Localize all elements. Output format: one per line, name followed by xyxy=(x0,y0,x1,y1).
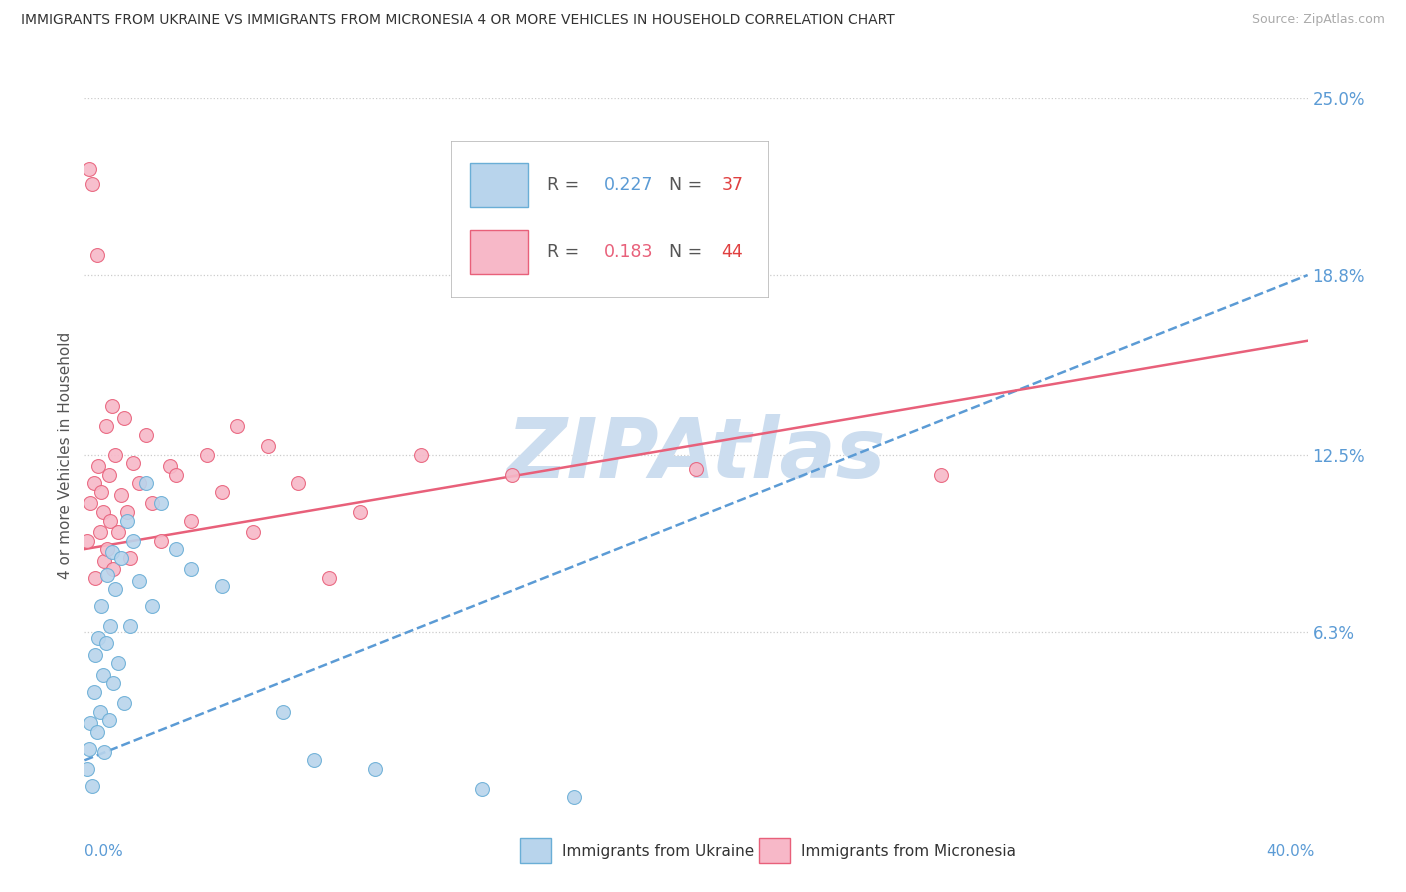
Point xyxy=(97,467,120,482)
Point xyxy=(89,524,111,539)
Point xyxy=(107,657,129,671)
Point xyxy=(128,574,150,588)
Point xyxy=(141,599,163,614)
Point xyxy=(77,162,100,177)
Point xyxy=(103,676,125,690)
Text: Immigrants from Micronesia: Immigrants from Micronesia xyxy=(801,845,1017,859)
Point xyxy=(79,716,101,731)
Point xyxy=(76,762,98,776)
Point xyxy=(318,571,340,585)
Point xyxy=(271,705,294,719)
Point xyxy=(287,476,309,491)
Point xyxy=(112,696,135,710)
Text: 0.0%: 0.0% xyxy=(84,845,124,859)
Point xyxy=(86,724,108,739)
Point xyxy=(101,545,124,559)
Point xyxy=(90,485,112,500)
Point xyxy=(122,533,145,548)
Point xyxy=(83,476,105,491)
Point xyxy=(104,448,127,462)
Point xyxy=(93,553,115,567)
Point xyxy=(349,505,371,519)
Point xyxy=(79,496,101,510)
Point xyxy=(257,439,280,453)
Text: IMMIGRANTS FROM UKRAINE VS IMMIGRANTS FROM MICRONESIA 4 OR MORE VEHICLES IN HOUS: IMMIGRANTS FROM UKRAINE VS IMMIGRANTS FR… xyxy=(21,13,894,28)
Point xyxy=(93,745,115,759)
Point xyxy=(96,542,118,557)
Point xyxy=(180,562,202,576)
Point xyxy=(122,457,145,471)
Point xyxy=(302,753,325,767)
Point xyxy=(685,462,707,476)
Point xyxy=(80,779,103,793)
Point xyxy=(107,524,129,539)
Point xyxy=(77,742,100,756)
Y-axis label: 4 or more Vehicles in Household: 4 or more Vehicles in Household xyxy=(58,331,73,579)
Text: ZIPAtlas: ZIPAtlas xyxy=(506,415,886,495)
Text: Source: ZipAtlas.com: Source: ZipAtlas.com xyxy=(1251,13,1385,27)
Point xyxy=(562,790,585,805)
Point xyxy=(135,428,157,442)
Point xyxy=(195,448,218,462)
Point xyxy=(112,410,135,425)
Point xyxy=(94,419,117,434)
Point xyxy=(101,400,124,414)
Point xyxy=(90,599,112,614)
Point xyxy=(80,177,103,191)
Point xyxy=(87,459,110,474)
Point xyxy=(84,648,107,662)
Text: Immigrants from Ukraine: Immigrants from Ukraine xyxy=(562,845,755,859)
Point xyxy=(87,631,110,645)
Point xyxy=(165,542,187,557)
Point xyxy=(94,636,117,650)
Point xyxy=(501,467,523,482)
Point xyxy=(98,514,121,528)
Point xyxy=(120,550,142,565)
Point xyxy=(165,467,187,482)
Point xyxy=(103,562,125,576)
Point xyxy=(76,533,98,548)
Point xyxy=(91,505,114,519)
Point xyxy=(159,459,181,474)
Point xyxy=(104,582,127,596)
Point xyxy=(97,714,120,728)
Point xyxy=(149,533,172,548)
Point xyxy=(83,685,105,699)
Point xyxy=(120,619,142,633)
Point xyxy=(141,496,163,510)
Point xyxy=(211,485,233,500)
Point xyxy=(409,448,432,462)
Point xyxy=(211,579,233,593)
Point xyxy=(242,524,264,539)
Point xyxy=(180,514,202,528)
Point xyxy=(471,781,494,796)
Point xyxy=(96,567,118,582)
Point xyxy=(115,505,138,519)
Point xyxy=(364,762,387,776)
Point xyxy=(135,476,157,491)
Point xyxy=(929,467,952,482)
Point xyxy=(115,514,138,528)
Text: 40.0%: 40.0% xyxy=(1267,845,1315,859)
Point xyxy=(89,705,111,719)
Point xyxy=(91,667,114,681)
Point xyxy=(110,488,132,502)
Point xyxy=(149,496,172,510)
Point xyxy=(226,419,249,434)
Point xyxy=(84,571,107,585)
Point xyxy=(98,619,121,633)
Point xyxy=(86,248,108,262)
Point xyxy=(110,550,132,565)
Point xyxy=(128,476,150,491)
